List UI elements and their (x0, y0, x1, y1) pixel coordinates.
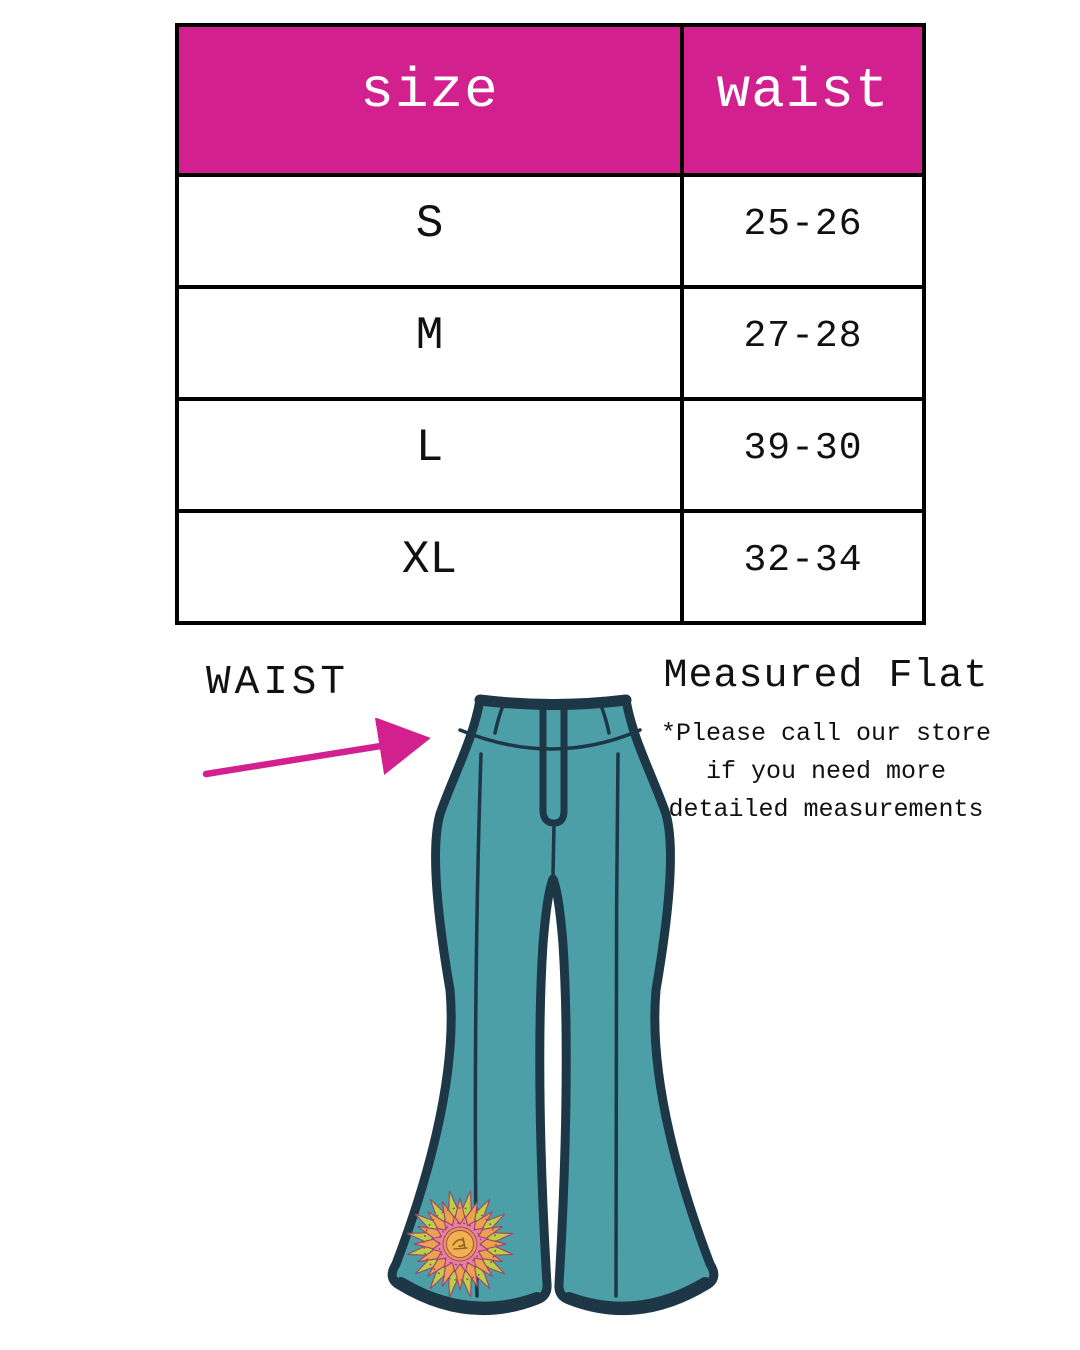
measured-flat-heading: Measured Flat (663, 654, 989, 699)
waist-cell: 27-28 (680, 285, 926, 401)
flare-pants-illustration (387, 694, 719, 1316)
table-row: L 39-30 (175, 397, 926, 513)
pants-silhouette (387, 695, 719, 1316)
store-note: *Please call our store if you need more … (642, 715, 1010, 829)
crease-right (613, 752, 620, 1298)
logo-dotted-ring-outer (423, 1207, 497, 1281)
waist-arrow-icon (202, 718, 431, 778)
size-cell: S (175, 173, 684, 289)
hem-right (563, 1277, 711, 1314)
waist-cell: 25-26 (680, 173, 926, 289)
yoke-seam (458, 728, 642, 751)
hem-left (395, 1277, 543, 1314)
size-cell: XL (175, 509, 684, 625)
logo-dotted-ring-inner (438, 1222, 482, 1266)
sunflower-mandala-logo-icon (406, 1190, 514, 1298)
size-cell: M (175, 285, 684, 401)
waistband-top-edge (474, 694, 632, 710)
table-header-waist: waist (680, 23, 926, 177)
table-row: XL 32-34 (175, 509, 926, 625)
waist-cell: 32-34 (680, 509, 926, 625)
table-header-size: size (175, 23, 684, 177)
store-note-line: *Please call our store (660, 719, 992, 748)
logo-signature (452, 1237, 468, 1250)
waist-cell: 39-30 (680, 397, 926, 513)
waist-annotation-label: WAIST (206, 660, 350, 706)
table-header-row: size waist (175, 23, 926, 177)
table-row: S 25-26 (175, 173, 926, 289)
store-note-line: detailed measurements (668, 795, 984, 824)
size-chart-table: size waist S 25-26 M 27-28 L 39-30 XL 32… (175, 23, 926, 625)
front-rise-seam (551, 821, 556, 878)
table-row: M 27-28 (175, 285, 926, 401)
size-cell: L (175, 397, 684, 513)
measured-flat-block: Measured Flat *Please call our store if … (642, 654, 1010, 829)
store-note-line: if you need more (705, 757, 947, 786)
